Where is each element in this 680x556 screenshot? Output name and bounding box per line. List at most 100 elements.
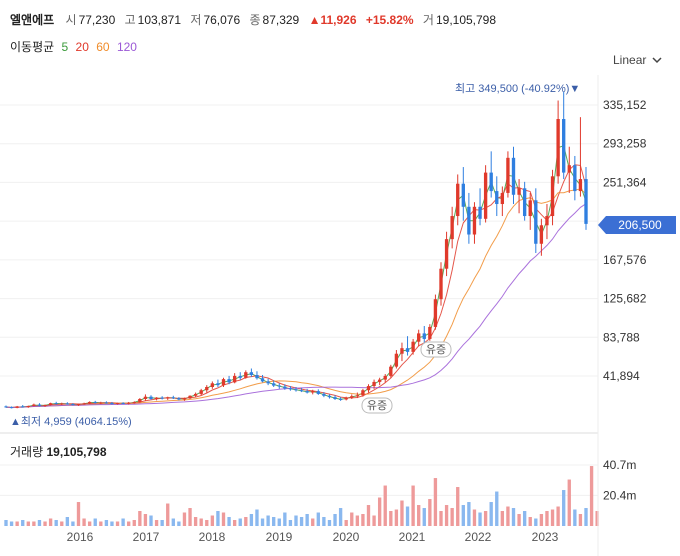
candle[interactable] (244, 370, 248, 379)
volume-bar[interactable] (372, 515, 376, 526)
candle[interactable] (528, 192, 532, 230)
candle[interactable] (37, 403, 42, 407)
volume-bar[interactable] (48, 518, 53, 526)
volume-bar[interactable] (266, 515, 270, 526)
candle[interactable] (444, 231, 449, 277)
volume-bar[interactable] (567, 479, 571, 526)
volume-bar[interactable] (417, 505, 421, 526)
volume-bar[interactable] (394, 509, 399, 526)
volume-bar[interactable] (26, 521, 30, 526)
volume-bar[interactable] (121, 518, 125, 526)
candle[interactable] (377, 377, 382, 386)
volume-bar[interactable] (104, 520, 109, 526)
candle[interactable] (517, 179, 521, 214)
candle[interactable] (366, 384, 371, 393)
candle[interactable] (210, 381, 215, 389)
candle[interactable] (232, 373, 237, 384)
volume-bar[interactable] (143, 514, 148, 526)
volume-bar[interactable] (322, 517, 326, 526)
candle[interactable] (522, 181, 527, 221)
candle[interactable] (193, 392, 198, 398)
volume-bar[interactable] (589, 466, 594, 526)
candle[interactable] (15, 405, 19, 409)
volume-bar[interactable] (405, 506, 410, 526)
candle[interactable] (76, 403, 81, 406)
candle[interactable] (478, 188, 482, 226)
volume-bar[interactable] (517, 514, 521, 526)
volume-bar[interactable] (21, 520, 25, 526)
candle[interactable] (21, 405, 25, 408)
candle[interactable] (9, 406, 14, 409)
volume-bar[interactable] (260, 518, 265, 526)
volume-bar[interactable] (450, 508, 454, 526)
candle[interactable] (573, 155, 577, 201)
candle[interactable] (54, 401, 58, 405)
volume-bar[interactable] (37, 520, 42, 526)
volume-bar[interactable] (483, 511, 488, 526)
candle[interactable] (428, 324, 432, 341)
candle[interactable] (260, 374, 265, 383)
candle[interactable] (110, 401, 114, 405)
volume-bar[interactable] (127, 521, 131, 526)
candle[interactable] (417, 329, 421, 347)
candle[interactable] (171, 395, 175, 400)
volume-bar[interactable] (456, 487, 460, 526)
volume-bar[interactable] (87, 521, 92, 526)
volume-bar[interactable] (227, 517, 231, 526)
candle[interactable] (93, 400, 97, 404)
volume-bar[interactable] (333, 514, 337, 526)
candle[interactable] (483, 165, 488, 223)
candle[interactable] (115, 402, 120, 405)
candle[interactable] (500, 186, 505, 217)
candle[interactable] (99, 401, 103, 405)
volume-bar[interactable] (433, 478, 438, 526)
candle[interactable] (467, 192, 471, 244)
volume-bar[interactable] (578, 514, 583, 526)
volume-bar[interactable] (65, 517, 70, 526)
volume-bar[interactable] (15, 521, 19, 526)
candle[interactable] (316, 389, 320, 395)
candle[interactable] (322, 392, 326, 398)
candle[interactable] (355, 392, 360, 399)
candle[interactable] (400, 342, 404, 362)
volume-bar[interactable] (216, 511, 220, 526)
volume-bar[interactable] (32, 521, 36, 526)
candle[interactable] (160, 396, 164, 400)
volume-bar[interactable] (511, 508, 516, 526)
candle[interactable] (188, 395, 192, 400)
candle[interactable] (333, 395, 337, 400)
volume-bar[interactable] (562, 490, 566, 526)
volume-bar[interactable] (461, 505, 465, 526)
candle[interactable] (394, 350, 399, 369)
candle[interactable] (205, 385, 209, 393)
candle[interactable] (344, 396, 348, 401)
candle[interactable] (511, 146, 516, 205)
candle[interactable] (227, 375, 231, 385)
volume-bar[interactable] (383, 485, 387, 526)
candle[interactable] (439, 262, 443, 306)
candle[interactable] (389, 364, 393, 378)
candle[interactable] (272, 380, 276, 387)
candle[interactable] (283, 384, 287, 390)
candle[interactable] (177, 397, 181, 401)
ma-legend-20[interactable]: 20 (75, 40, 89, 54)
candle[interactable] (221, 377, 226, 387)
volume-bar[interactable] (299, 517, 304, 526)
candle[interactable] (311, 389, 315, 395)
candle[interactable] (383, 374, 387, 383)
volume-bar[interactable] (377, 497, 382, 526)
candle[interactable] (26, 405, 30, 408)
candle[interactable] (182, 397, 187, 401)
volume-bar[interactable] (9, 521, 14, 526)
candle[interactable] (550, 169, 555, 226)
volume-bar[interactable] (556, 506, 560, 526)
candle[interactable] (556, 100, 560, 184)
volume-bar[interactable] (355, 515, 360, 526)
volume-bar[interactable] (177, 521, 181, 526)
volume-bar[interactable] (522, 511, 527, 526)
volume-bar[interactable] (132, 520, 136, 526)
volume-bar[interactable] (534, 518, 538, 526)
candle[interactable] (127, 401, 131, 405)
volume-bar[interactable] (43, 521, 47, 526)
